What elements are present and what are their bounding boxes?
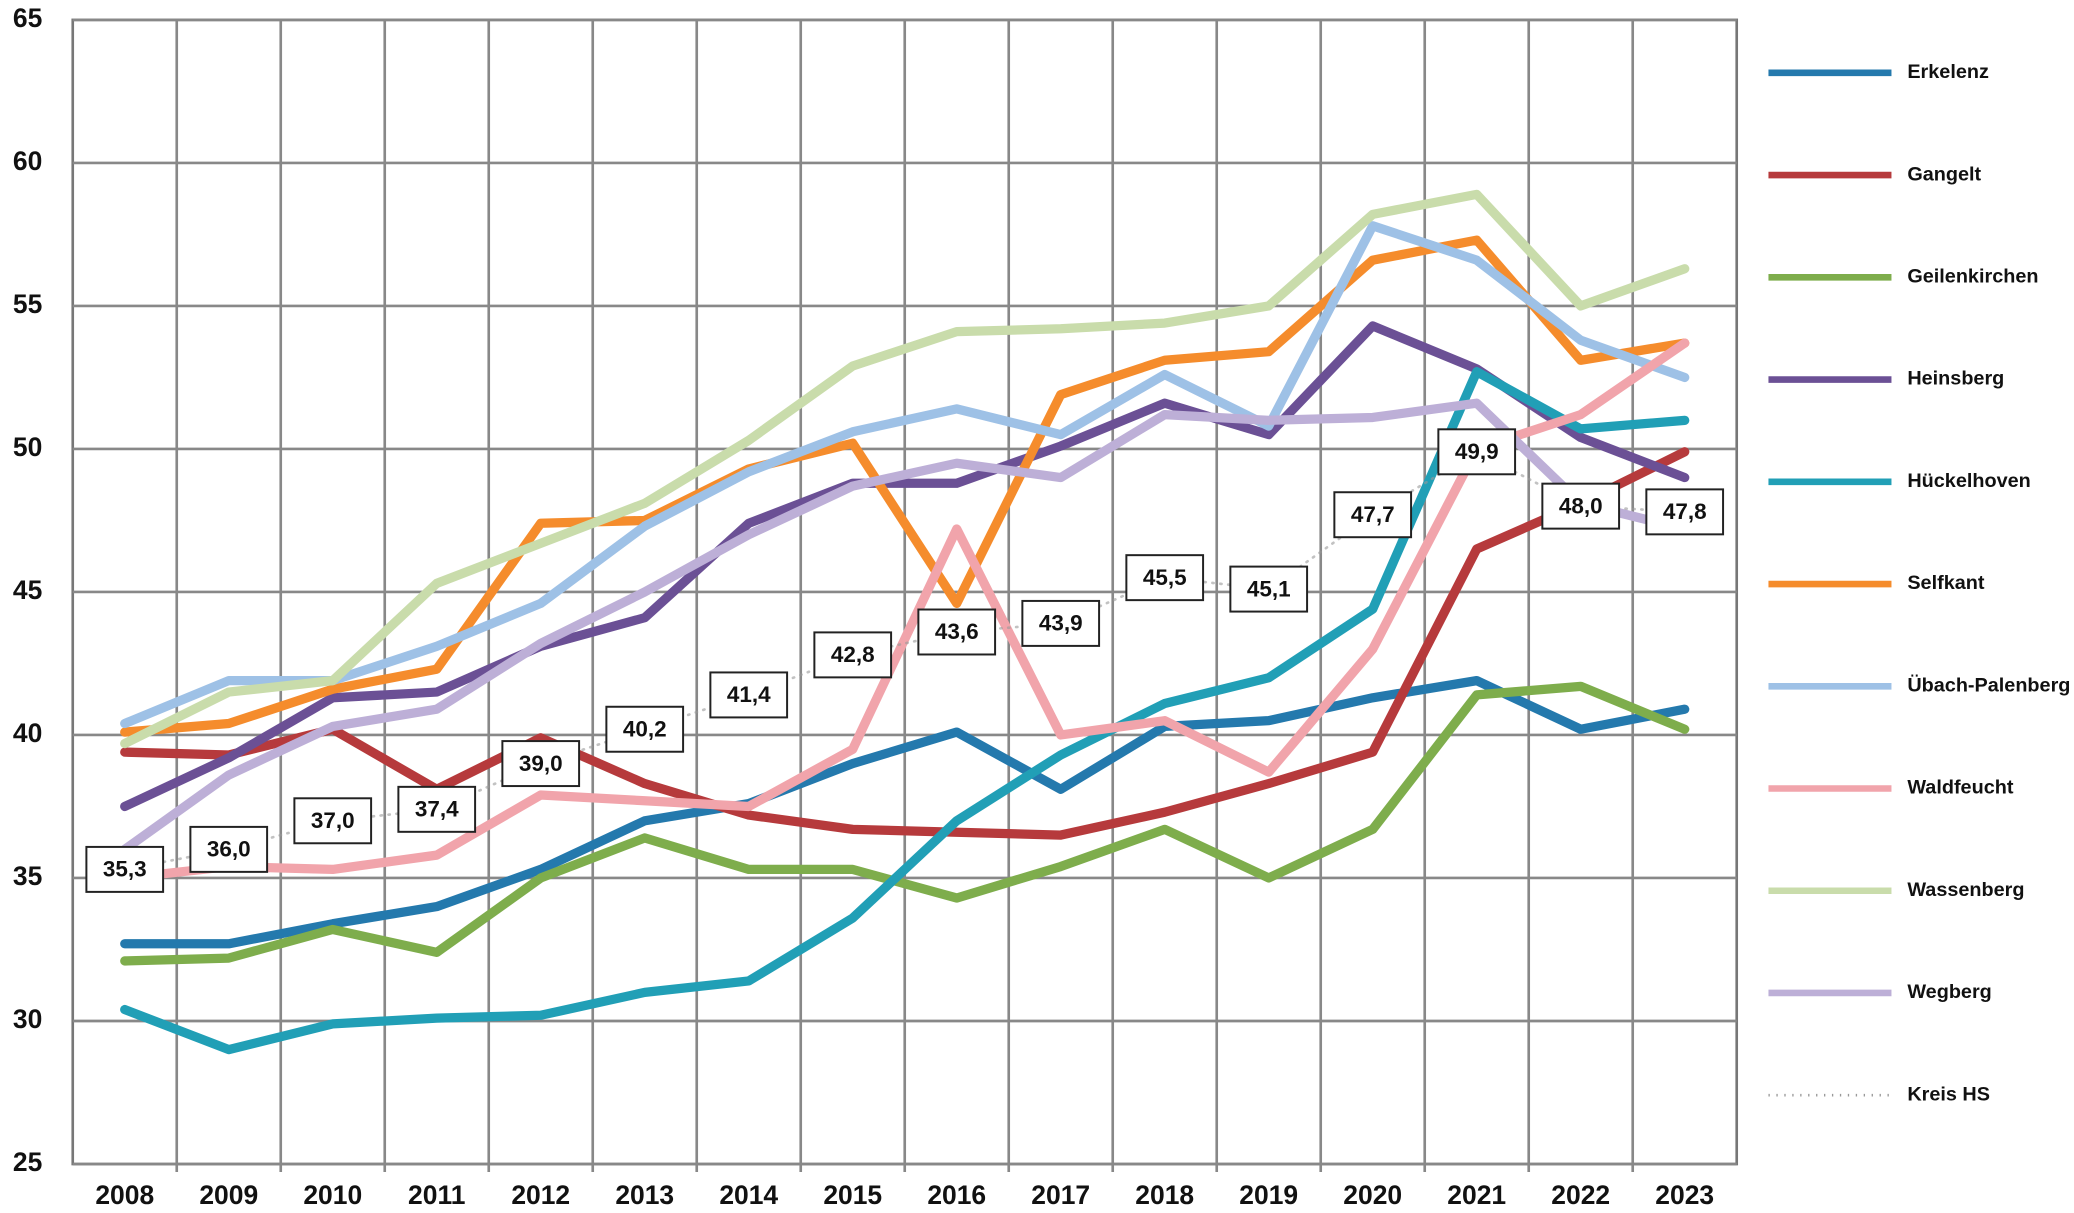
x-tick-label: 2022	[1551, 1180, 1610, 1210]
data-label: 48,0	[1559, 493, 1603, 518]
data-label-box	[397, 785, 477, 833]
data-label: 37,0	[311, 808, 355, 833]
data-label-box	[1437, 428, 1517, 476]
legend-label: Geilenkirchen	[1907, 266, 2038, 288]
data-label: 42,8	[831, 642, 875, 667]
legend-label: Waldfeucht	[1907, 777, 2014, 799]
legend-label: Selfkant	[1907, 572, 1985, 594]
data-label-box	[917, 608, 997, 656]
x-tick-label: 2020	[1343, 1180, 1402, 1210]
data-label: 41,4	[727, 682, 771, 707]
data-label: 36,0	[207, 837, 251, 862]
data-label: 45,1	[1247, 576, 1291, 601]
data-label: 47,7	[1351, 502, 1395, 527]
x-tick-label: 2016	[927, 1180, 986, 1210]
data-label-box	[85, 845, 165, 893]
legend-label: Gangelt	[1907, 163, 1981, 185]
series-line	[120, 681, 1690, 966]
data-label-box	[709, 671, 789, 719]
data-label-box	[1021, 599, 1101, 647]
x-tick-label: 2015	[823, 1180, 882, 1210]
y-tick-label: 25	[13, 1147, 42, 1177]
data-label-box	[1125, 554, 1205, 602]
series-line	[120, 189, 1690, 749]
data-label-box	[813, 631, 893, 679]
series-line	[120, 338, 1690, 883]
y-tick-label: 55	[13, 289, 42, 319]
series-line	[120, 321, 1690, 812]
series-line	[120, 675, 1690, 949]
data-label: 45,5	[1143, 565, 1187, 590]
series-line	[120, 221, 1690, 729]
series-line	[120, 398, 1690, 855]
y-tick-label: 40	[13, 718, 42, 748]
x-tick-label: 2023	[1655, 1180, 1714, 1210]
x-tick-label: 2014	[719, 1180, 778, 1210]
series-line	[120, 447, 1690, 840]
data-label: 43,6	[935, 619, 979, 644]
x-tick-label: 2021	[1447, 1180, 1506, 1210]
legend-label: Wegberg	[1907, 981, 1991, 1003]
x-tick-label: 2013	[615, 1180, 674, 1210]
legend-label: Erkelenz	[1907, 61, 1989, 83]
series-line	[120, 367, 1690, 1055]
x-tick-label: 2019	[1239, 1180, 1298, 1210]
data-label-box	[605, 705, 685, 753]
x-tick-label: 2018	[1135, 1180, 1194, 1210]
series-line	[120, 235, 1690, 737]
y-tick-label: 50	[13, 432, 42, 462]
x-tick-label: 2009	[199, 1180, 258, 1210]
data-label: 43,9	[1039, 611, 1083, 636]
legend-label: Wassenberg	[1907, 879, 2024, 901]
data-label: 40,2	[623, 717, 667, 742]
x-tick-label: 2011	[408, 1180, 465, 1210]
data-label: 39,0	[519, 751, 563, 776]
data-label-box	[501, 740, 581, 788]
data-label: 47,8	[1663, 499, 1707, 524]
x-tick-label: 2012	[511, 1180, 570, 1210]
legend-label: Heinsberg	[1907, 368, 2004, 390]
y-tick-label: 65	[13, 3, 42, 33]
x-tick-label: 2008	[95, 1180, 154, 1210]
data-label: 35,3	[103, 857, 147, 882]
legend-label: Übach-Palenberg	[1907, 673, 2070, 696]
y-tick-label: 45	[13, 575, 42, 605]
data-label-box	[1229, 565, 1309, 613]
legend-label: Hückelhoven	[1907, 470, 2030, 492]
legend-label: Kreis HS	[1907, 1083, 1990, 1105]
y-tick-label: 35	[13, 861, 42, 891]
series-line	[123, 450, 1687, 871]
data-label-box	[189, 825, 269, 873]
x-tick-label: 2017	[1031, 1180, 1090, 1210]
y-tick-label: 30	[13, 1004, 42, 1034]
data-label-box	[293, 797, 373, 845]
data-label: 49,9	[1455, 439, 1499, 464]
y-tick-label: 60	[13, 146, 42, 176]
data-label-box	[1541, 482, 1621, 530]
data-label-box	[1333, 491, 1413, 539]
data-label: 37,4	[415, 797, 459, 822]
data-label-box	[1645, 488, 1725, 536]
x-tick-label: 2010	[303, 1180, 362, 1210]
